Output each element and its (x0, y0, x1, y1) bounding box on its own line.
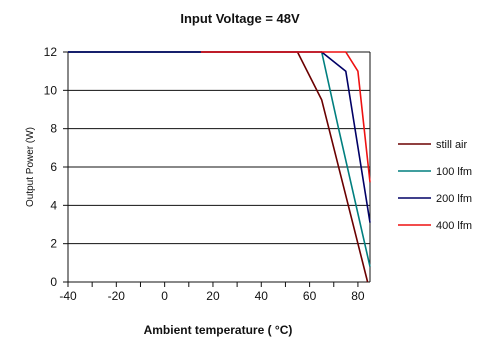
x-tick-label: 40 (255, 289, 269, 303)
y-tick-label: 12 (44, 45, 58, 59)
y-tick-label: 0 (50, 275, 57, 289)
series-line-4 (200, 51, 371, 183)
x-tick-label: 0 (161, 289, 168, 303)
x-axis-label: Ambient temperature ( °C) (144, 323, 293, 337)
x-tick-label: -40 (59, 289, 77, 303)
x-tick-label: 80 (351, 289, 365, 303)
y-tick-label: 8 (50, 122, 57, 136)
x-tick-label: 60 (303, 289, 317, 303)
series-lines (68, 51, 371, 283)
series-line-2 (68, 51, 371, 267)
legend-label: 400 lfm (436, 220, 472, 232)
legend-label: still air (436, 139, 468, 151)
y-axis-label: Output Power (W) (25, 127, 36, 207)
legend-label: 200 lfm (436, 193, 472, 205)
horizontal-gridlines (68, 51, 370, 245)
chart-title: Input Voltage = 48V (180, 11, 300, 26)
series-line-3 (68, 51, 371, 223)
x-tick-label: 20 (206, 289, 220, 303)
x-tick-labels: -40 -20 0 20 40 60 80 (59, 289, 365, 303)
x-tick-label: -20 (108, 289, 126, 303)
y-tick-label: 10 (44, 83, 58, 97)
legend: still air 100 lfm 200 lfm 400 lfm (398, 139, 472, 232)
y-tick-label: 4 (50, 198, 57, 212)
y-tick-labels: 0 2 4 6 8 10 12 (44, 45, 58, 289)
y-tick-label: 6 (50, 160, 57, 174)
legend-label: 100 lfm (436, 166, 472, 178)
plot-axes (63, 51, 371, 287)
y-tick-label: 2 (50, 237, 57, 251)
